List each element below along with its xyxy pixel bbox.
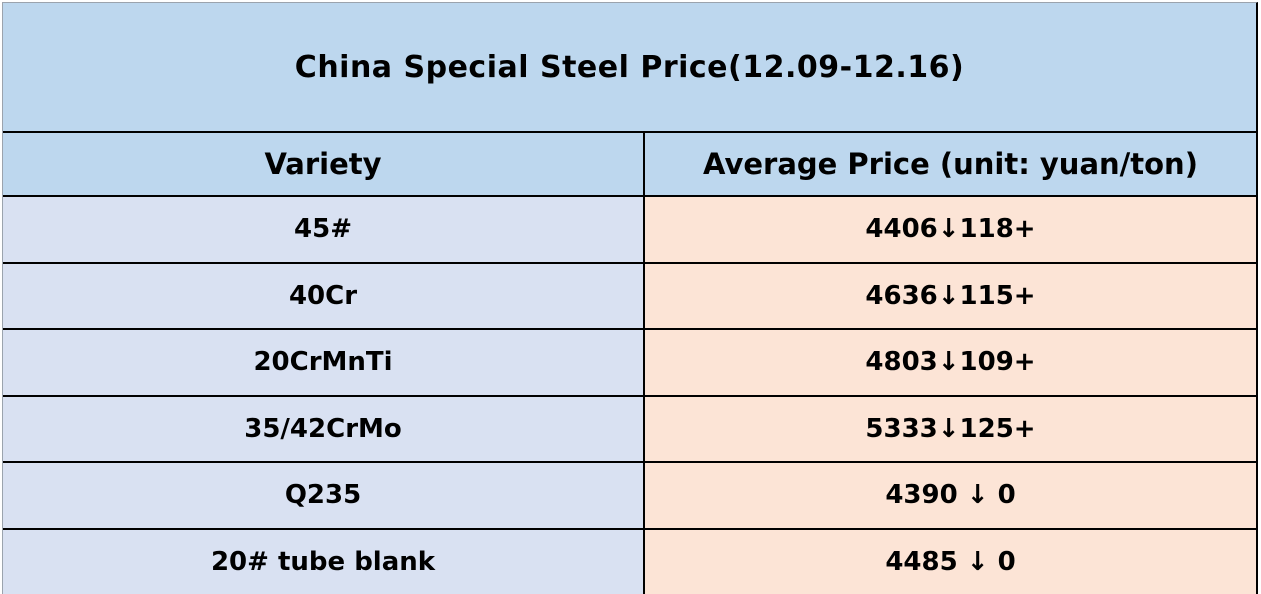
variety-cell: Q235	[3, 463, 645, 528]
price-cell: 4485 ↓ 0	[645, 529, 1256, 594]
price-cell: 4390 ↓ 0	[645, 463, 1256, 528]
variety-cell: 40Cr	[3, 263, 645, 328]
table-header-row: Variety Average Price (unit: yuan/ton)	[3, 133, 1256, 197]
price-cell: 4803↓109+	[645, 330, 1256, 395]
table-row: 20CrMnTi 4803↓109+	[3, 330, 1256, 397]
column-header-variety: Variety	[3, 133, 645, 195]
price-cell: 4406↓118+	[645, 197, 1256, 262]
table-row: 35/42CrMo 5333↓125+	[3, 396, 1256, 463]
table-title: China Special Steel Price(12.09-12.16)	[3, 3, 1256, 133]
price-cell: 5333↓125+	[645, 396, 1256, 461]
table-row: 20# tube blank 4485 ↓ 0	[3, 529, 1256, 594]
variety-cell: 45#	[3, 197, 645, 262]
variety-cell: 20CrMnTi	[3, 330, 645, 395]
variety-cell: 35/42CrMo	[3, 396, 645, 461]
price-cell: 4636↓115+	[645, 263, 1256, 328]
table-row: 40Cr 4636↓115+	[3, 263, 1256, 330]
table-row: 45# 4406↓118+	[3, 197, 1256, 264]
column-header-average-price: Average Price (unit: yuan/ton)	[703, 147, 1198, 181]
table-row: Q235 4390 ↓ 0	[3, 463, 1256, 530]
variety-cell: 20# tube blank	[3, 529, 645, 594]
